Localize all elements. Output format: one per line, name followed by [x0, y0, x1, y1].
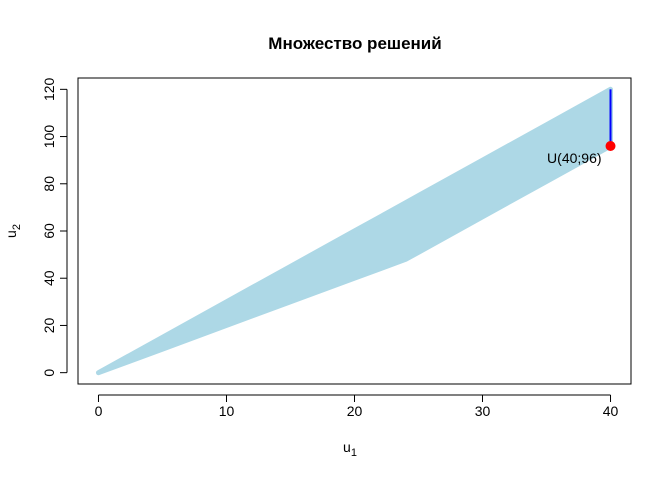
x-tick-label: 40	[603, 403, 619, 419]
optimum-point	[605, 141, 616, 151]
y-tick-label: 80	[41, 176, 57, 192]
y-tick-label: 20	[41, 317, 57, 333]
y-tick-label: 120	[41, 77, 57, 101]
y-axis-label: u2	[3, 224, 23, 238]
y-tick-label: 60	[41, 223, 57, 239]
x-axis: 0 10 20 30 40	[95, 394, 619, 419]
y-tick-label: 100	[41, 125, 57, 149]
chart-title: Множество решений	[268, 34, 441, 53]
x-axis-label: u1	[343, 439, 357, 459]
y-tick-label: 0	[41, 369, 57, 377]
point-layer: U(40;96)	[547, 141, 616, 166]
y-axis-label-main: u	[3, 230, 19, 238]
x-tick-label: 0	[95, 403, 103, 419]
y-tick-label: 40	[41, 270, 57, 286]
feasible-region	[96, 86, 613, 376]
y-axis-label-sub: 2	[11, 224, 23, 230]
x-axis-label-main: u	[343, 439, 351, 455]
x-tick-label: 30	[475, 403, 491, 419]
x-axis-label-sub: 1	[351, 447, 357, 459]
x-tick-label: 10	[219, 403, 235, 419]
plot-frame	[77, 77, 632, 385]
y-axis: 0 20 40 60 80 100 120	[41, 77, 68, 377]
x-tick-label: 20	[347, 403, 363, 419]
optimum-point-label: U(40;96)	[547, 150, 601, 166]
region-polygon	[96, 86, 613, 376]
